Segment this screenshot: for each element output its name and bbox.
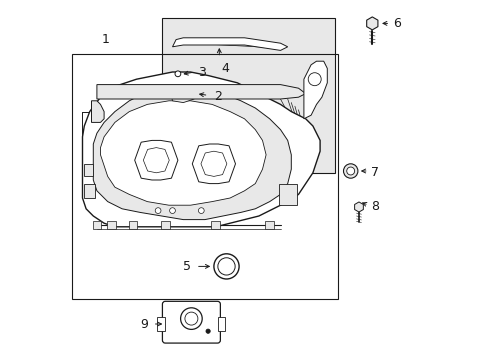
- Bar: [107, 221, 115, 229]
- Bar: [161, 221, 169, 229]
- Polygon shape: [172, 38, 287, 50]
- Polygon shape: [192, 144, 235, 184]
- Bar: [84, 164, 93, 176]
- Text: 6: 6: [392, 17, 400, 30]
- Circle shape: [155, 208, 161, 213]
- Text: 5: 5: [183, 260, 191, 273]
- Bar: [128, 221, 137, 229]
- Bar: [84, 184, 95, 198]
- Bar: [211, 221, 220, 229]
- Bar: [72, 54, 337, 299]
- Polygon shape: [143, 148, 169, 173]
- Bar: [278, 184, 296, 205]
- Text: 4: 4: [221, 62, 228, 75]
- Circle shape: [175, 71, 181, 77]
- Text: 7: 7: [370, 166, 379, 179]
- Polygon shape: [134, 140, 178, 180]
- Polygon shape: [97, 85, 305, 99]
- Circle shape: [307, 73, 321, 86]
- Text: 9: 9: [140, 318, 148, 330]
- Bar: [265, 221, 273, 229]
- Circle shape: [198, 208, 204, 213]
- Circle shape: [169, 208, 175, 213]
- Text: 2: 2: [213, 90, 222, 103]
- Circle shape: [218, 258, 235, 275]
- Text: 8: 8: [370, 201, 379, 213]
- Circle shape: [180, 308, 202, 329]
- Polygon shape: [201, 151, 226, 176]
- Circle shape: [213, 254, 239, 279]
- Polygon shape: [93, 86, 291, 220]
- Polygon shape: [303, 61, 326, 119]
- Text: 1: 1: [102, 33, 110, 46]
- Circle shape: [184, 312, 198, 325]
- Bar: [218, 317, 225, 331]
- Circle shape: [205, 329, 210, 333]
- Circle shape: [346, 167, 354, 175]
- Bar: [92, 221, 101, 229]
- Polygon shape: [82, 72, 320, 227]
- Circle shape: [343, 164, 357, 178]
- Text: 3: 3: [197, 66, 205, 78]
- Polygon shape: [91, 101, 104, 122]
- Bar: [157, 317, 164, 331]
- FancyBboxPatch shape: [162, 301, 220, 343]
- Bar: [162, 18, 334, 173]
- Polygon shape: [101, 101, 265, 205]
- Polygon shape: [170, 86, 196, 103]
